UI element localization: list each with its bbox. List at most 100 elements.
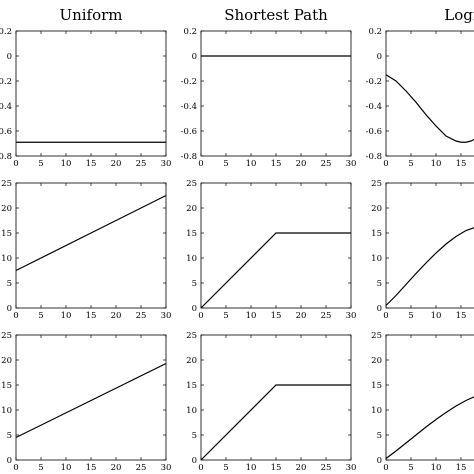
y-tick-label: 10 [1,406,12,416]
x-tick-label: 30 [161,463,172,473]
y-tick-label: 15 [186,381,197,391]
y-tick-label: 20 [1,204,12,214]
plot-frame [200,182,352,309]
y-tick-label: 5 [192,279,197,289]
x-tick-label: 30 [346,463,357,473]
x-tick-label: 0 [383,463,388,473]
y-tick-label: 10 [371,254,382,264]
x-tick-label: 15 [456,463,467,473]
x-tick-label: 15 [86,311,97,321]
x-tick-label: 0 [198,311,203,321]
y-tick-label: -0.6 [181,127,197,137]
y-tick-label: 5 [192,431,197,441]
x-tick-label: 10 [246,463,257,473]
x-tick-label: 5 [408,311,413,321]
plot-frame [200,30,352,157]
y-tick-label: 0 [377,456,382,466]
series-line-3 [385,74,474,143]
y-tick-label: 20 [371,356,382,366]
subplot-5: 0 5 10 15 20 25 30 0 5 10 15 20 25 [186,179,356,321]
series-line-8 [200,384,351,461]
y-tick-label: 25 [186,179,197,189]
y-tick-label: 0 [377,304,382,314]
y-tick-label: 5 [7,431,12,441]
subplot-7: 0 5 10 15 20 25 30 0 5 10 15 20 25 [1,331,171,473]
y-tick-label: 0.2 [183,27,197,37]
x-tick-label: 25 [321,463,332,473]
y-tick-label: 0 [192,52,197,62]
series-line-6 [385,227,474,306]
series-line-7 [15,362,167,439]
y-tick-label: 20 [186,356,197,366]
y-tick-label: 20 [1,356,12,366]
plot-frame [385,30,474,157]
x-tick-label: 15 [86,159,97,169]
y-tick-label: 0 [7,52,12,62]
x-tick-label: 20 [296,463,307,473]
x-tick-label: 10 [61,463,72,473]
y-tick-label: 10 [186,406,197,416]
series-line-9 [385,396,474,459]
y-tick-label: 25 [1,179,12,189]
x-tick-label: 10 [61,159,72,169]
x-tick-label: 10 [246,159,257,169]
y-tick-label: 10 [371,406,382,416]
plot-frame [200,334,352,461]
x-tick-label: 5 [408,159,413,169]
x-tick-label: 25 [136,311,147,321]
y-tick-label: -0.4 [0,102,12,112]
x-tick-label: 25 [136,159,147,169]
y-tick-label: 5 [7,279,12,289]
y-tick-label: 0 [7,304,12,314]
x-tick-label: 10 [431,311,442,321]
x-tick-label: 5 [223,463,228,473]
x-tick-label: 20 [111,311,122,321]
series-line-4 [15,194,167,272]
x-tick-label: 15 [271,159,282,169]
x-tick-label: 0 [13,311,18,321]
plot-frame [15,30,167,157]
x-tick-label: 25 [321,311,332,321]
y-tick-label: 15 [186,229,197,239]
x-tick-label: 5 [408,463,413,473]
plot-frame [15,182,167,309]
y-tick-label: 15 [1,381,12,391]
subplot-1: 0 5 10 15 20 25 30 -0.8 -0.6 -0.4 -0.2 0 0.2 Uniform [0,6,171,169]
plot-frame [385,334,474,461]
x-tick-label: 15 [271,463,282,473]
x-tick-label: 15 [456,311,467,321]
y-tick-label: 20 [186,204,197,214]
x-tick-label: 30 [346,159,357,169]
x-tick-label: 5 [223,159,228,169]
subplot-4: 0 5 10 15 20 25 30 0 5 10 15 20 25 [1,179,171,321]
x-tick-label: 5 [38,463,43,473]
column-title: Shortest Path [224,6,328,24]
x-tick-label: 15 [456,159,467,169]
y-tick-label: -0.6 [366,127,382,137]
x-tick-label: 10 [61,311,72,321]
y-tick-label: 10 [1,254,12,264]
x-tick-label: 30 [346,311,357,321]
y-tick-label: -0.8 [366,152,382,162]
y-tick-label: 0 [7,456,12,466]
y-tick-label: -0.2 [366,77,382,87]
subplot-6: 0 5 10 15 0 5 10 15 20 25 [371,179,474,321]
y-tick-label: 10 [186,254,197,264]
x-tick-label: 15 [86,463,97,473]
x-tick-label: 5 [223,311,228,321]
x-tick-label: 20 [296,159,307,169]
x-tick-label: 30 [161,159,172,169]
subplot-2: 0 5 10 15 20 25 30 -0.8 -0.6 -0.4 -0.2 0 0.2 Shortest… [181,6,357,169]
x-tick-label: 25 [136,463,147,473]
y-tick-label: 15 [371,229,382,239]
y-tick-label: -0.2 [0,77,12,87]
x-tick-label: 0 [13,159,18,169]
x-tick-label: 20 [111,463,122,473]
x-tick-label: 0 [13,463,18,473]
x-tick-label: 5 [38,159,43,169]
y-tick-label: 25 [371,179,382,189]
x-tick-label: 0 [383,159,388,169]
y-tick-label: 0.2 [0,27,12,37]
y-tick-label: -0.4 [181,102,197,112]
subplot-3: 0 5 10 15 -0.8 -0.6 -0.4 -0.2 0 0.2 Logi [366,6,474,169]
